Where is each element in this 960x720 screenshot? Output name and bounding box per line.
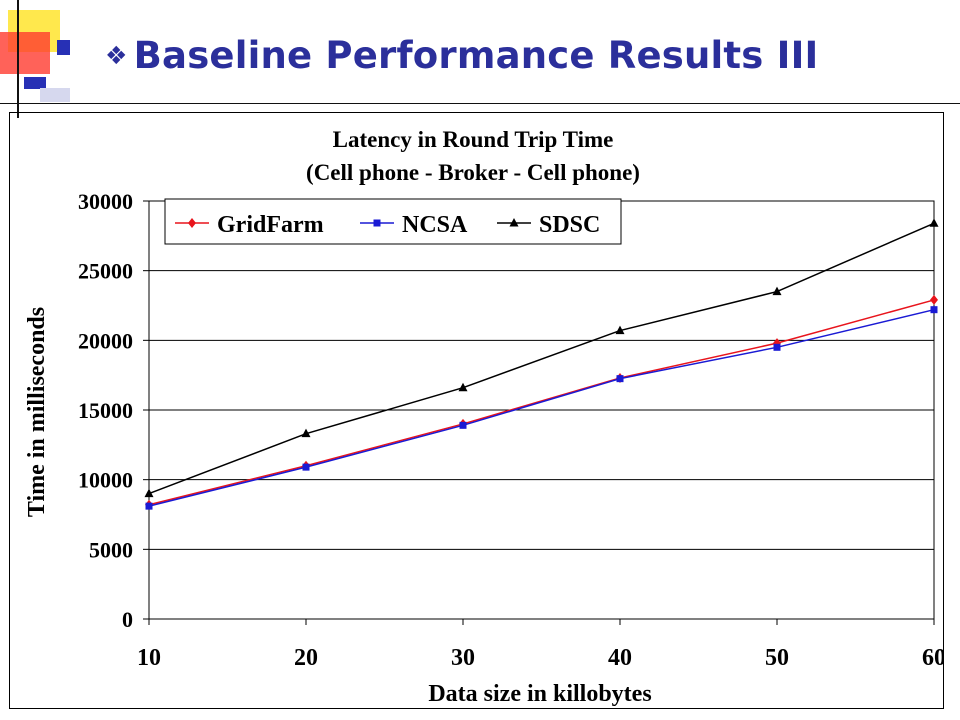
data-point-sdsc: [615, 325, 625, 335]
data-point-sdsc: [458, 382, 468, 392]
chart-subtitle: (Cell phone - Broker - Cell phone): [306, 160, 640, 185]
decor-red-square: [0, 32, 50, 74]
data-point-sdsc: [929, 218, 939, 227]
x-tick-label: 40: [608, 645, 632, 671]
decor-blue-square: [57, 40, 70, 55]
legend: GridFarm NCSA SDSC: [164, 198, 622, 245]
data-point-gridfarm: [930, 294, 938, 305]
x-tick-label: 30: [451, 645, 475, 671]
y-tick-label: 30000: [78, 189, 133, 214]
x-tick-label: 10: [137, 645, 161, 671]
y-tick-label: 20000: [78, 328, 133, 353]
x-axis-label: Data size in killobytes: [428, 681, 651, 707]
axis-layer: 0 5000 10000 15000 20000 25000 30000 10 20 30 40 50…: [78, 189, 943, 671]
latency-chart: 0 5000 10000 15000 20000 25000 30000 10 20 30 40 50…: [24, 127, 943, 707]
data-point-sdsc: [772, 286, 782, 296]
data-point-ncsa: [930, 306, 938, 314]
legend-items: GridFarm NCSA SDSC: [175, 212, 600, 238]
series-line-sdsc: [148, 222, 935, 495]
series-line-gridfarm: [148, 299, 935, 506]
legend-box: [164, 198, 622, 245]
data-point-sdsc: [301, 428, 311, 438]
y-tick-label: 25000: [78, 259, 133, 284]
grid-layer: [149, 270, 934, 550]
legend-marker-ncsa: [373, 219, 381, 227]
decor-blue-bar: [24, 77, 46, 89]
legend-label-gridfarm: GridFarm: [217, 212, 324, 238]
legend-label-ncsa: NCSA: [402, 212, 468, 238]
y-tick-label: 5000: [89, 537, 133, 562]
data-point-ncsa: [773, 343, 781, 351]
legend-marker-gridfarm: [188, 218, 196, 228]
x-tick-label: 50: [765, 645, 789, 671]
chart-frame: 0 5000 10000 15000 20000 25000 30000 10 20 30 40 50…: [9, 112, 944, 709]
slide-title: ❖ Baseline Performance Results III: [105, 34, 819, 77]
x-tick-label: 60: [922, 645, 943, 671]
legend-label-sdsc: SDSC: [539, 212, 600, 238]
data-point-ncsa: [302, 463, 310, 471]
decor-faint-square: [40, 88, 70, 102]
x-tick-label: 20: [294, 645, 318, 671]
data-point-ncsa: [616, 375, 624, 383]
data-point-ncsa: [145, 502, 153, 510]
series-layer: [144, 218, 939, 510]
data-point-sdsc: [144, 488, 154, 498]
y-axis-label: Time in milliseconds: [24, 307, 50, 517]
diamond-bullet-icon: ❖: [105, 41, 128, 70]
slide-title-text: Baseline Performance Results III: [133, 34, 819, 77]
decor-vertical-line: [17, 0, 19, 118]
decor-horizontal-line: [0, 103, 960, 104]
series-line-ncsa: [148, 308, 935, 507]
y-tick-label: 0: [122, 607, 133, 632]
legend-marker-sdsc: [509, 218, 519, 227]
data-point-ncsa: [459, 421, 467, 429]
y-tick-label: 10000: [78, 468, 133, 493]
chart-title: Latency in Round Trip Time: [333, 127, 614, 152]
y-tick-label: 15000: [78, 398, 133, 423]
